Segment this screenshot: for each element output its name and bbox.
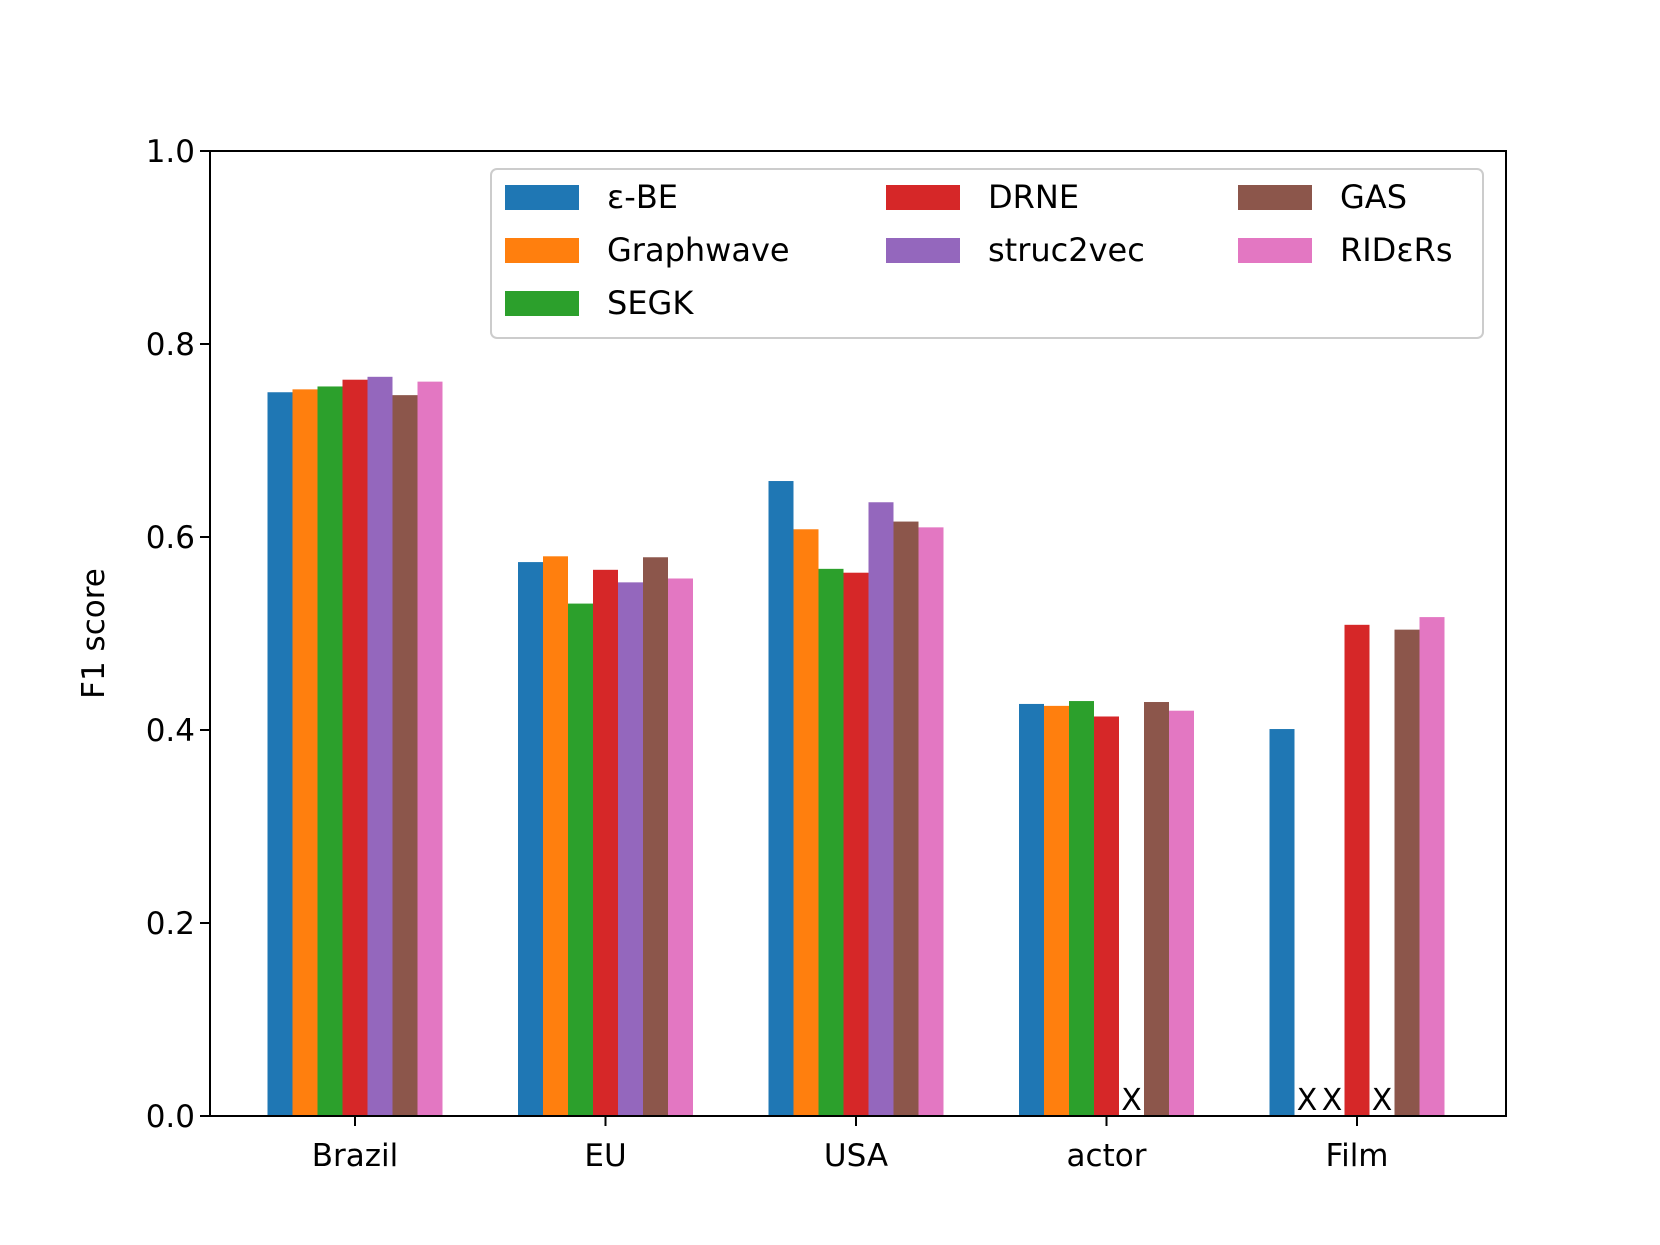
bar (1044, 705, 1069, 1116)
bar (1269, 729, 1295, 1116)
bar (1344, 624, 1370, 1116)
y-axis: 0.0 0.2 0.4 0.6 0.8 1.0 (146, 134, 210, 1135)
bar (392, 395, 418, 1116)
bar (417, 381, 443, 1116)
bar (668, 578, 693, 1116)
x-tick-label: Brazil (312, 1138, 399, 1174)
bar (618, 582, 643, 1116)
legend-swatch (505, 185, 579, 210)
missing-value-marker: X (1297, 1083, 1318, 1118)
legend-swatch (886, 185, 960, 210)
bar (868, 502, 894, 1116)
bar (918, 527, 944, 1116)
bar (768, 481, 794, 1116)
y-tick-label: 0.8 (146, 327, 195, 363)
legend-swatch (505, 291, 579, 316)
y-tick-label: 1.0 (146, 134, 195, 170)
y-tick-label: 0.0 (146, 1099, 195, 1135)
bar (367, 376, 393, 1116)
x-tick-label: Film (1326, 1138, 1389, 1174)
bar (317, 386, 343, 1117)
bar (1419, 617, 1445, 1116)
bar (1144, 702, 1169, 1116)
missing-value-marker: X (1322, 1083, 1343, 1118)
bar (292, 389, 318, 1117)
legend-swatch (886, 238, 960, 263)
bar (843, 572, 869, 1116)
bar (793, 529, 819, 1116)
legend-box (490, 168, 1484, 339)
x-tick-label: EU (584, 1138, 626, 1174)
legend-label: DRNE (988, 178, 1079, 216)
legend-label: GAS (1340, 178, 1407, 216)
bar (1069, 701, 1094, 1116)
bar (267, 392, 293, 1116)
bar (568, 603, 593, 1116)
bar (518, 562, 543, 1116)
bar (1394, 629, 1420, 1116)
legend-label: RIDεRs (1340, 231, 1453, 269)
missing-value-marker: X (1121, 1083, 1142, 1118)
legend-swatch (1238, 238, 1312, 263)
legend-label: struc2vec (988, 231, 1145, 269)
x-tick-label: actor (1067, 1138, 1147, 1174)
bar (818, 568, 844, 1116)
legend-label: SEGK (607, 284, 694, 322)
plot-frame (209, 150, 1507, 1117)
bar (543, 556, 568, 1116)
y-tick-label: 0.4 (146, 713, 195, 749)
missing-value-marker: X (1372, 1083, 1393, 1118)
bar (893, 521, 919, 1116)
legend-label: ε-BE (607, 178, 678, 216)
legend-label: Graphwave (607, 231, 790, 269)
bar (593, 569, 618, 1116)
bar (1094, 716, 1119, 1116)
bar (342, 379, 368, 1117)
legend-swatch (505, 238, 579, 263)
x-tick-label: USA (824, 1138, 888, 1174)
legend: ε-BE Graphwave SEGK DRNE struc2vec GAS RIDεRs (490, 168, 1484, 339)
bar (1019, 703, 1044, 1116)
x-axis: Brazil EU USA actor Film (312, 1116, 1389, 1174)
y-tick-label: 0.2 (146, 906, 195, 942)
legend-swatch (1238, 185, 1312, 210)
bar (643, 557, 668, 1116)
y-axis-title: F1 score (76, 568, 112, 699)
y-tick-label: 0.6 (146, 520, 195, 556)
bar (1169, 710, 1194, 1116)
bars-layer (267, 376, 1445, 1117)
